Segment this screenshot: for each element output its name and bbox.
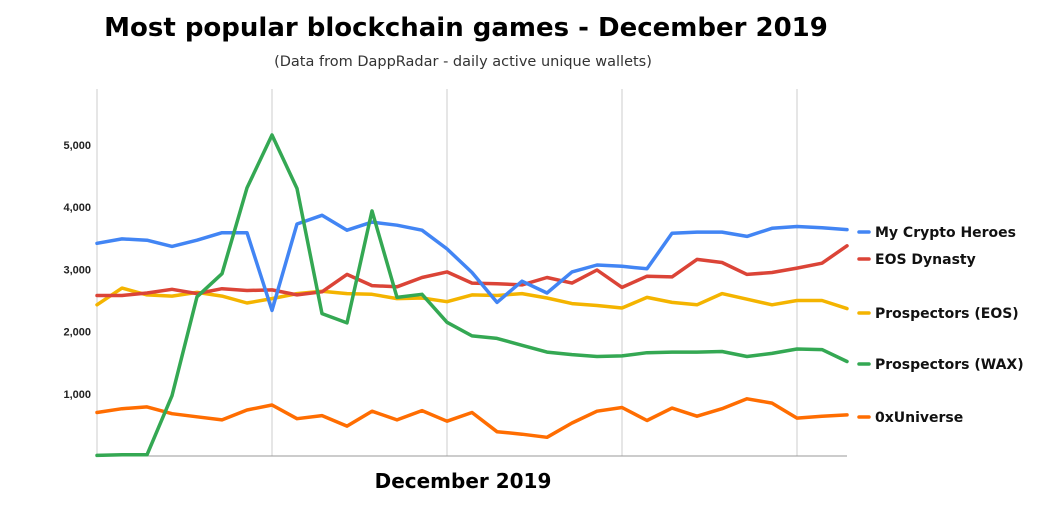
y-tick-label: 2,000 — [63, 327, 91, 339]
series-line-eos-dynasty — [95, 244, 849, 298]
chart-title: Most popular blockchain games - December… — [104, 13, 828, 43]
legend-label: My Crypto Heroes — [875, 225, 1016, 241]
series-line-prospectors-eos — [95, 286, 849, 311]
y-tick-label: 1,000 — [63, 389, 91, 401]
legend-item: EOS Dynasty — [857, 252, 976, 268]
legend-item: My Crypto Heroes — [857, 225, 1016, 241]
series-line-my-crypto-heroes — [95, 213, 849, 313]
y-tick-label: 4,000 — [63, 202, 91, 214]
legend-item: 0xUniverse — [857, 410, 963, 426]
y-tick-label: 5,000 — [63, 140, 91, 152]
legend-label: Prospectors (WAX) — [875, 357, 1024, 373]
chart-subtitle: (Data from DappRadar - daily active uniq… — [274, 54, 652, 70]
series-line-0xuniverse — [95, 397, 849, 440]
legend-label: 0xUniverse — [875, 410, 963, 426]
legend-label: Prospectors (EOS) — [875, 306, 1019, 322]
series-line-prospectors-wax — [95, 133, 849, 458]
series-lines — [95, 133, 849, 458]
legend: My Crypto Heroes EOS Dynasty Prospectors (… — [857, 225, 1024, 426]
x-axis-label: December 2019 — [375, 469, 552, 493]
y-tick-label: 3,000 — [63, 264, 91, 276]
legend-label: EOS Dynasty — [875, 252, 976, 268]
legend-item: Prospectors (WAX) — [857, 357, 1024, 373]
legend-item: Prospectors (EOS) — [857, 306, 1019, 322]
y-axis-tick-labels: 1,000 2,000 3,000 4,000 5,000 — [63, 140, 91, 401]
